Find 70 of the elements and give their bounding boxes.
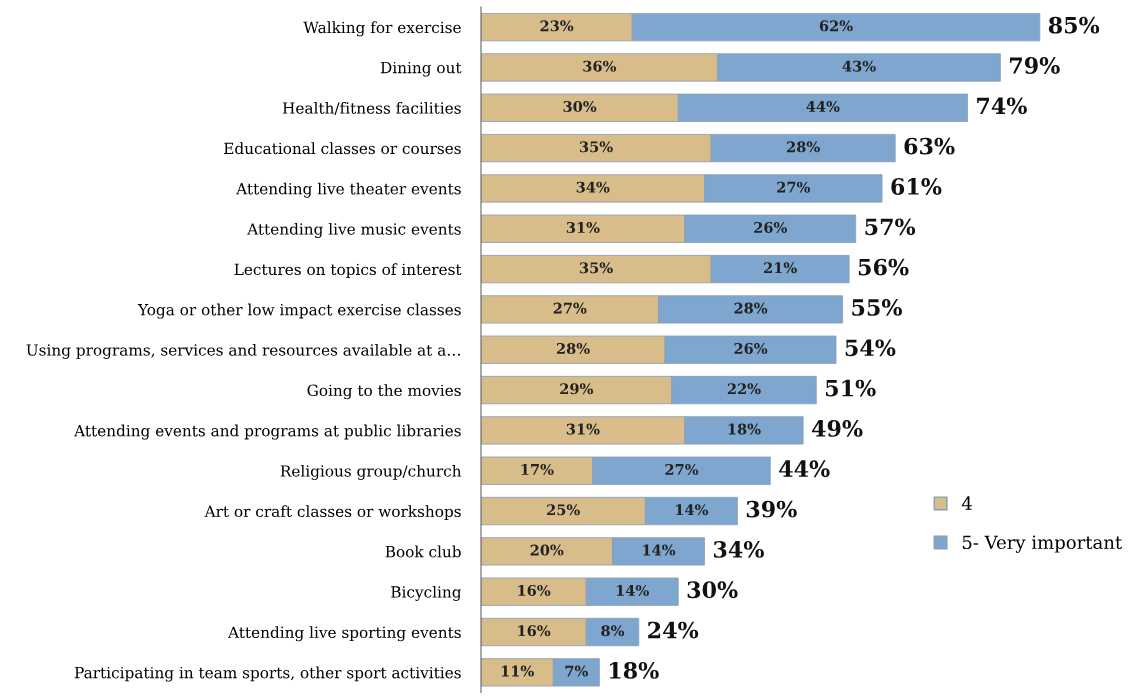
y-tick-label: Walking for exercise [303,21,461,37]
data-label: 31% [566,221,600,233]
data-label: 28% [556,342,590,354]
data-label: 31% [566,423,600,435]
data-label: 26% [754,221,787,233]
total-label: 34% [713,541,764,558]
data-label: 36% [583,60,617,72]
data-label: 11% [501,665,534,677]
total-label: 61% [891,178,942,195]
total-label: 57% [865,218,916,236]
data-label: 25% [547,504,580,516]
total-label: 39% [746,500,797,518]
y-tick-label: Health/fitness facilities [282,101,461,115]
total-label: 24% [648,621,699,639]
data-label: 29% [560,383,594,395]
data-label: 22% [727,383,761,395]
y-tick-label: Participating in team sports, other sport activities [74,666,461,682]
total-label: 18% [609,662,659,679]
data-label: 14% [676,504,709,516]
data-label: 17% [521,463,554,475]
total-label: 44% [779,460,830,478]
data-label: 27% [665,463,699,475]
data-label: 23% [540,20,574,32]
data-label: 44% [806,100,840,113]
total-label: 56% [858,258,909,276]
data-label: 18% [728,423,761,435]
y-tick-label: Attending events and programs at public libraries [74,424,461,440]
total-label: 74% [977,97,1027,115]
y-tick-label: Using programs, services and resources available at a… [26,343,460,359]
y-tick-label: Religious group/church [280,464,462,480]
data-label: 27% [553,302,587,314]
total-label: 49% [811,420,863,437]
total-label: 55% [852,299,902,316]
data-label: 35% [579,262,613,274]
data-label: 20% [530,544,564,556]
data-label: 43% [842,60,876,72]
total-label: 63% [904,137,955,155]
data-label: 16% [518,584,551,596]
data-label: 34% [576,181,610,193]
total-label: 30% [687,581,738,599]
data-label: 14% [643,544,676,556]
data-label: 8% [601,625,625,637]
y-tick-label: Dining out [380,61,462,77]
y-tick-label: Going to the movies [307,384,461,400]
y-tick-label: Attending live music events [247,222,461,238]
data-label: 16% [518,625,551,637]
legend-label: 5- Very important [962,535,1123,553]
y-tick-label: Yoga or other low impact exercise classes [137,303,461,319]
data-label: 7% [565,665,588,677]
data-label: 28% [787,141,820,153]
y-tick-label: Educational classes or courses [224,142,461,155]
legend-label: 4 [961,496,972,510]
data-label: 35% [579,141,613,153]
data-label: 28% [734,302,768,314]
data-label: 62% [819,20,853,32]
total-label: 54% [845,339,896,357]
data-label: 27% [777,181,810,193]
y-tick-label: Book club [385,545,461,558]
total-label: 51% [826,379,876,397]
data-label: 30% [563,100,597,113]
total-label: 79% [1010,57,1060,74]
total-label: 85% [1048,16,1100,34]
y-tick-label: Attending live theater events [236,182,461,198]
data-label: 26% [734,342,768,354]
y-tick-label: Bicycling [391,585,462,601]
y-tick-label: Attending live sporting events [227,626,461,642]
y-tick-label: Art or craft classes or workshops [204,505,461,521]
data-label: 21% [764,262,797,274]
data-label: 14% [616,584,649,596]
y-tick-label: Lectures on topics of interest [234,263,462,279]
